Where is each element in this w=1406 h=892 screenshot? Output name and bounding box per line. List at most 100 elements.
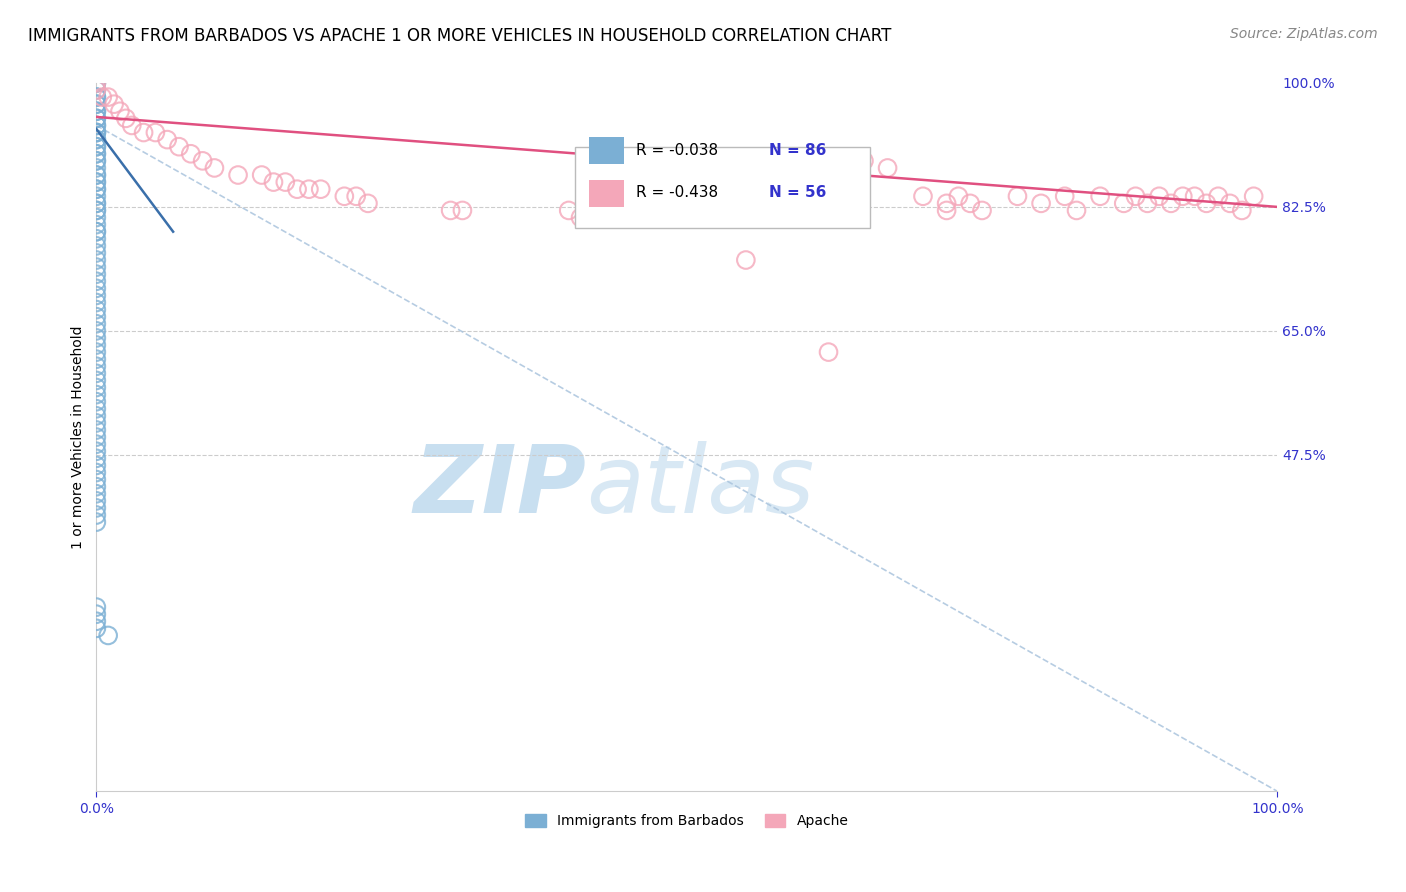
Text: N = 56: N = 56 xyxy=(769,186,827,200)
Point xyxy=(852,153,875,168)
Point xyxy=(959,196,981,211)
Point xyxy=(440,203,463,218)
Point xyxy=(86,218,108,232)
Point xyxy=(103,97,125,112)
Point xyxy=(86,133,108,147)
Point xyxy=(115,112,138,126)
Point xyxy=(309,182,332,196)
Point xyxy=(86,394,108,409)
Point xyxy=(86,253,108,268)
Point xyxy=(817,345,839,359)
Point xyxy=(1171,189,1194,203)
Point xyxy=(86,139,108,153)
Text: ZIP: ZIP xyxy=(413,441,586,533)
Point xyxy=(86,451,108,466)
Point xyxy=(86,274,108,288)
Point xyxy=(86,380,108,394)
Point xyxy=(86,373,108,387)
Point xyxy=(86,225,108,239)
Point xyxy=(86,508,108,522)
Point xyxy=(357,196,380,211)
Point xyxy=(86,119,108,133)
Point xyxy=(97,90,120,104)
Point xyxy=(935,196,957,211)
Point xyxy=(1125,189,1147,203)
Text: R = -0.038: R = -0.038 xyxy=(636,143,718,158)
Point xyxy=(86,97,108,112)
Point xyxy=(86,260,108,274)
Point xyxy=(86,76,108,90)
Point xyxy=(86,182,108,196)
Point xyxy=(86,153,108,168)
Point xyxy=(86,614,108,628)
Point xyxy=(86,239,108,253)
Bar xyxy=(589,137,624,164)
Point xyxy=(91,90,114,104)
Point xyxy=(86,76,108,90)
Point xyxy=(86,139,108,153)
Point xyxy=(86,246,108,260)
Point xyxy=(86,119,108,133)
Point xyxy=(1184,189,1206,203)
Point xyxy=(86,104,108,119)
Point xyxy=(86,189,108,203)
Point xyxy=(86,153,108,168)
Point xyxy=(1160,196,1182,211)
Point xyxy=(86,203,108,218)
Point xyxy=(734,253,756,268)
Point xyxy=(86,175,108,189)
Point xyxy=(86,416,108,430)
Point xyxy=(145,126,167,140)
Point xyxy=(86,225,108,239)
Point xyxy=(1136,196,1159,211)
Point xyxy=(333,189,356,203)
FancyBboxPatch shape xyxy=(575,146,870,228)
Point xyxy=(911,189,934,203)
Point xyxy=(1007,189,1029,203)
Point xyxy=(180,146,202,161)
Point xyxy=(86,621,108,635)
Point xyxy=(86,133,108,147)
Point xyxy=(285,182,308,196)
Point xyxy=(970,203,993,218)
Point xyxy=(86,126,108,140)
Point xyxy=(86,83,108,97)
Point xyxy=(86,480,108,494)
Point xyxy=(86,430,108,444)
Point xyxy=(344,189,367,203)
Point xyxy=(948,189,970,203)
Point xyxy=(86,359,108,374)
Point xyxy=(1066,203,1088,218)
Point xyxy=(86,281,108,295)
Point xyxy=(86,175,108,189)
Point xyxy=(86,444,108,458)
Point xyxy=(1088,189,1111,203)
Point xyxy=(1029,196,1052,211)
Point xyxy=(1147,189,1170,203)
Point xyxy=(86,97,108,112)
Point xyxy=(86,324,108,338)
Point xyxy=(108,104,131,119)
Point xyxy=(86,168,108,182)
Point xyxy=(86,288,108,302)
Point xyxy=(86,126,108,140)
Point xyxy=(86,607,108,622)
Point xyxy=(86,458,108,473)
Point xyxy=(250,168,273,182)
Point xyxy=(1112,196,1135,211)
Point xyxy=(86,500,108,515)
Point xyxy=(86,83,108,97)
Point xyxy=(569,211,592,225)
Point xyxy=(274,175,297,189)
Point xyxy=(876,161,898,175)
Point xyxy=(86,112,108,126)
Point xyxy=(86,409,108,423)
Point xyxy=(263,175,285,189)
Legend: Immigrants from Barbados, Apache: Immigrants from Barbados, Apache xyxy=(520,809,853,834)
Text: atlas: atlas xyxy=(586,442,814,533)
Point xyxy=(121,119,143,133)
Point xyxy=(86,345,108,359)
Point xyxy=(1243,189,1265,203)
Point xyxy=(86,90,108,104)
Point xyxy=(191,153,214,168)
